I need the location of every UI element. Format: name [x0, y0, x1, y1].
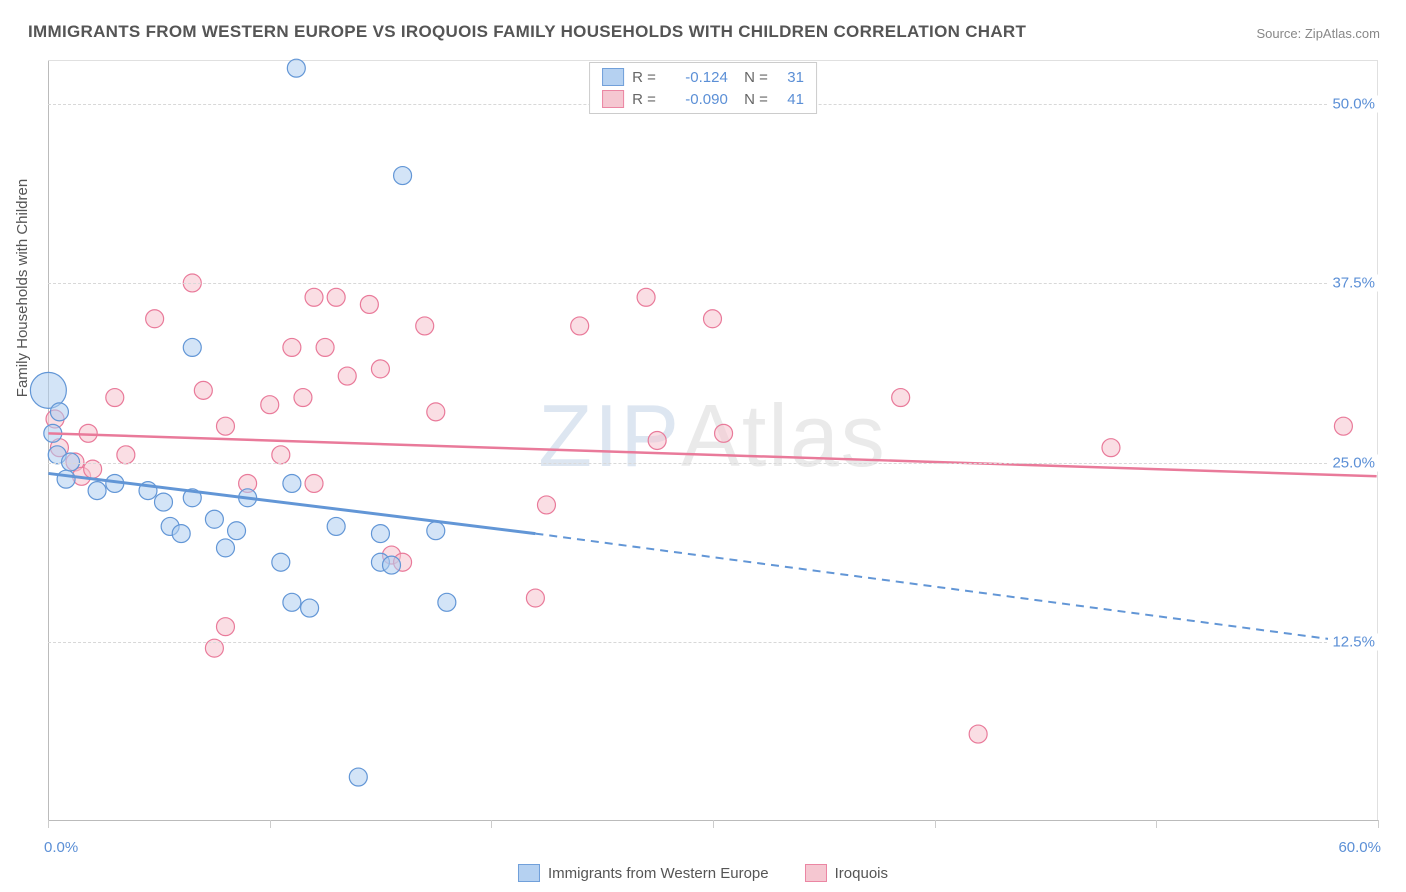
gridline	[48, 283, 1377, 284]
scatter-point	[526, 589, 544, 607]
legend-label-series2: Iroquois	[835, 865, 888, 882]
scatter-point	[216, 417, 234, 435]
scatter-point	[283, 593, 301, 611]
x-tick	[713, 820, 714, 828]
legend-item-series2: Iroquois	[805, 864, 888, 882]
scatter-point	[287, 59, 305, 77]
scatter-point	[261, 396, 279, 414]
x-tick	[48, 820, 49, 828]
scatter-point	[283, 474, 301, 492]
scatter-point	[338, 367, 356, 385]
scatter-point	[106, 389, 124, 407]
x-axis-max-label: 60.0%	[1338, 839, 1381, 856]
scatter-point	[305, 474, 323, 492]
scatter-point	[272, 446, 290, 464]
scatter-point	[427, 403, 445, 421]
legend-n-value-1: 31	[776, 69, 804, 86]
scatter-point	[704, 310, 722, 328]
legend-swatch-series1	[602, 68, 624, 86]
legend-swatch-bottom-2	[805, 864, 827, 882]
x-tick	[935, 820, 936, 828]
scatter-point	[172, 525, 190, 543]
plot-area: ZIPAtlas 12.5%25.0%37.5%50.0% 0.0% 60.0%	[48, 60, 1378, 820]
scatter-point	[301, 599, 319, 617]
scatter-point	[1102, 439, 1120, 457]
legend-n-value-2: 41	[776, 91, 804, 108]
legend-row-series2: R = -0.090 N = 41	[590, 88, 816, 110]
scatter-point	[571, 317, 589, 335]
legend-n-label: N =	[736, 69, 768, 86]
scatter-point	[537, 496, 555, 514]
scatter-point	[183, 338, 201, 356]
scatter-point	[117, 446, 135, 464]
scatter-point	[349, 768, 367, 786]
scatter-point	[1334, 417, 1352, 435]
scatter-point	[383, 556, 401, 574]
scatter-point	[88, 482, 106, 500]
scatter-point	[294, 389, 312, 407]
gridline	[48, 463, 1377, 464]
x-tick	[1156, 820, 1157, 828]
legend-swatch-series2	[602, 90, 624, 108]
scatter-point	[892, 389, 910, 407]
legend-n-label: N =	[736, 91, 768, 108]
legend-r-label: R =	[632, 91, 656, 108]
scatter-point	[371, 525, 389, 543]
scatter-point	[969, 725, 987, 743]
legend-swatch-bottom-1	[518, 864, 540, 882]
scatter-point	[327, 288, 345, 306]
scatter-point	[146, 310, 164, 328]
scatter-point	[194, 381, 212, 399]
x-tick	[491, 820, 492, 828]
x-tick	[270, 820, 271, 828]
scatter-point	[715, 424, 733, 442]
y-tick-label: 37.5%	[1328, 275, 1379, 292]
scatter-point	[155, 493, 173, 511]
x-axis-min-label: 0.0%	[44, 839, 78, 856]
scatter-point	[283, 338, 301, 356]
x-tick	[1378, 820, 1379, 828]
correlation-legend: R = -0.124 N = 31 R = -0.090 N = 41	[589, 62, 817, 114]
source-prefix: Source:	[1256, 26, 1304, 41]
source-attribution: Source: ZipAtlas.com	[1256, 26, 1380, 41]
scatter-point	[50, 403, 68, 421]
y-tick-label: 50.0%	[1328, 96, 1379, 113]
chart-title: IMMIGRANTS FROM WESTERN EUROPE VS IROQUO…	[28, 22, 1026, 42]
scatter-point	[316, 338, 334, 356]
scatter-point	[416, 317, 434, 335]
scatter-point	[360, 295, 378, 313]
series-legend: Immigrants from Western Europe Iroquois	[518, 864, 888, 882]
legend-r-value-1: -0.124	[664, 69, 728, 86]
scatter-point	[371, 360, 389, 378]
legend-r-label: R =	[632, 69, 656, 86]
scatter-point	[637, 288, 655, 306]
trend-line	[48, 433, 1376, 476]
scatter-point	[216, 618, 234, 636]
y-tick-label: 25.0%	[1328, 454, 1379, 471]
y-tick-label: 12.5%	[1328, 633, 1379, 650]
legend-label-series1: Immigrants from Western Europe	[548, 865, 769, 882]
y-axis-label: Family Households with Children	[14, 0, 31, 668]
scatter-point	[205, 510, 223, 528]
scatter-point	[216, 539, 234, 557]
scatter-point	[228, 522, 246, 540]
gridline	[48, 642, 1377, 643]
scatter-point	[305, 288, 323, 306]
trend-line	[535, 534, 1376, 646]
scatter-point	[394, 167, 412, 185]
source-link[interactable]: ZipAtlas.com	[1305, 26, 1380, 41]
chart-canvas	[48, 61, 1377, 820]
scatter-point	[648, 432, 666, 450]
scatter-point	[272, 553, 290, 571]
legend-item-series1: Immigrants from Western Europe	[518, 864, 769, 882]
scatter-point	[57, 470, 75, 488]
scatter-point	[438, 593, 456, 611]
legend-row-series1: R = -0.124 N = 31	[590, 66, 816, 88]
legend-r-value-2: -0.090	[664, 91, 728, 108]
scatter-point	[427, 522, 445, 540]
scatter-point	[327, 517, 345, 535]
